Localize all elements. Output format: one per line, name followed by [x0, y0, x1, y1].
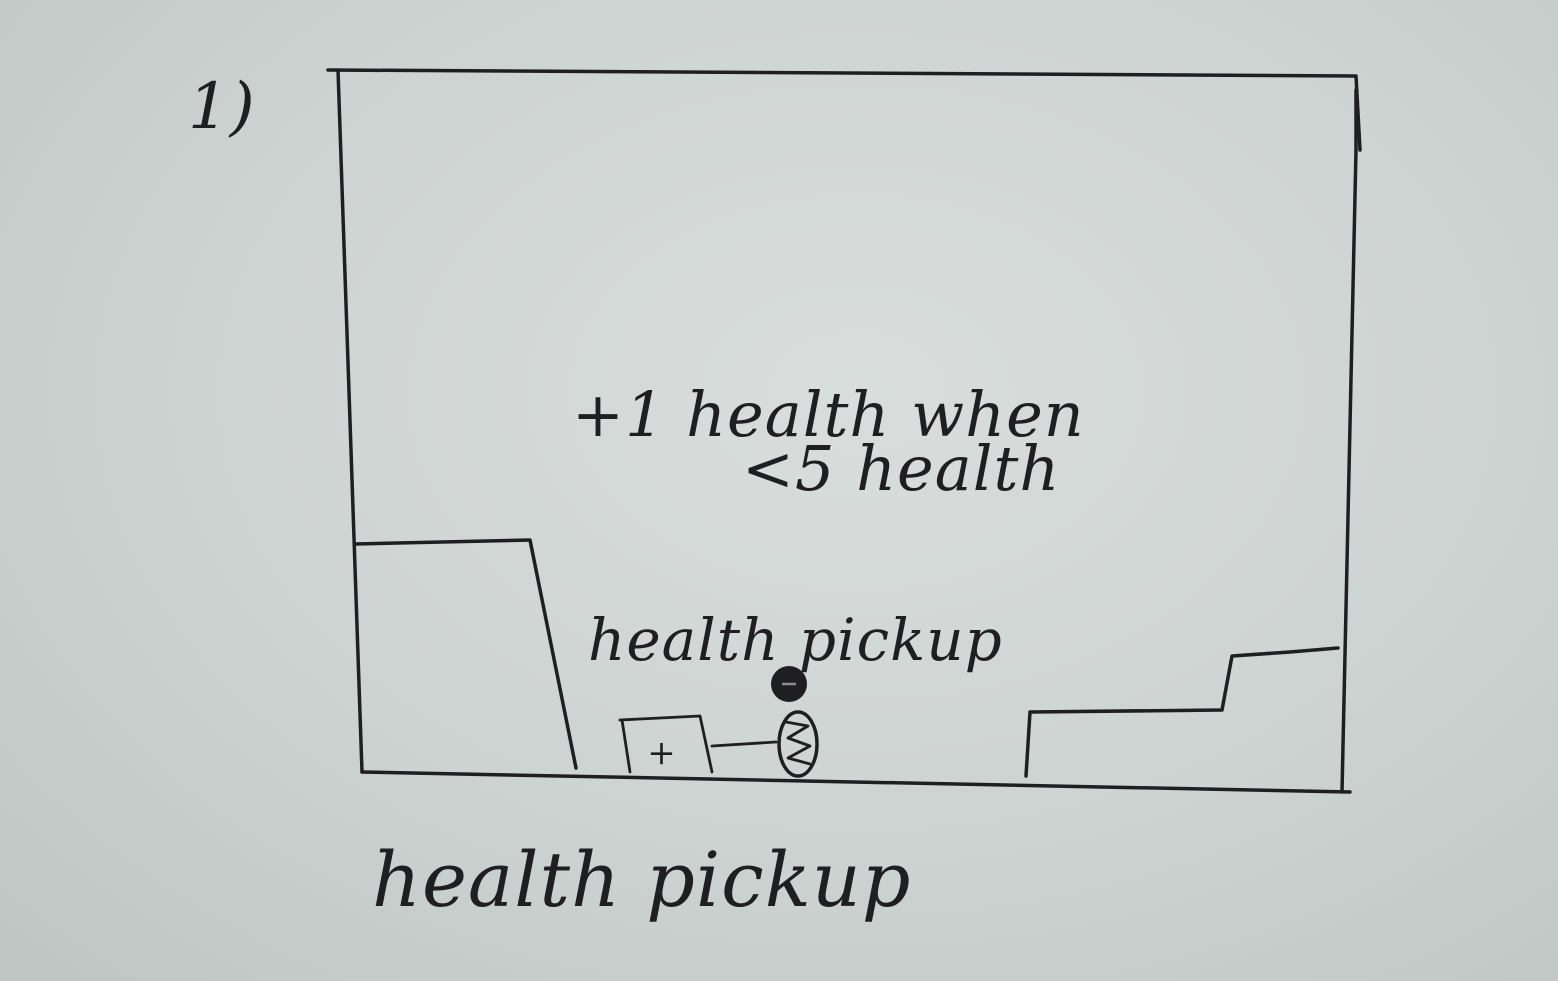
- panel-number: 1): [188, 70, 256, 144]
- health-orb-icon: [771, 666, 807, 702]
- right-stepped-terrain: [1024, 646, 1340, 778]
- sketch-caption: health pickup: [372, 835, 911, 924]
- pickup-label: health pickup: [588, 606, 1003, 674]
- effect-note-line-2: <5 health: [742, 432, 1060, 505]
- frame-left-edge: [336, 68, 364, 774]
- frame-right-edge: [1340, 88, 1358, 794]
- left-platform: [354, 538, 578, 770]
- frame-top-edge: [326, 68, 1362, 152]
- health-crate-icon: +: [618, 714, 778, 774]
- player-character-icon: [777, 710, 819, 778]
- crate-pointer-line: [710, 740, 778, 748]
- ground-line: [360, 770, 1352, 794]
- effect-note-line-1: +1 health when: [572, 378, 1085, 451]
- crate-plus-symbol: +: [647, 733, 677, 773]
